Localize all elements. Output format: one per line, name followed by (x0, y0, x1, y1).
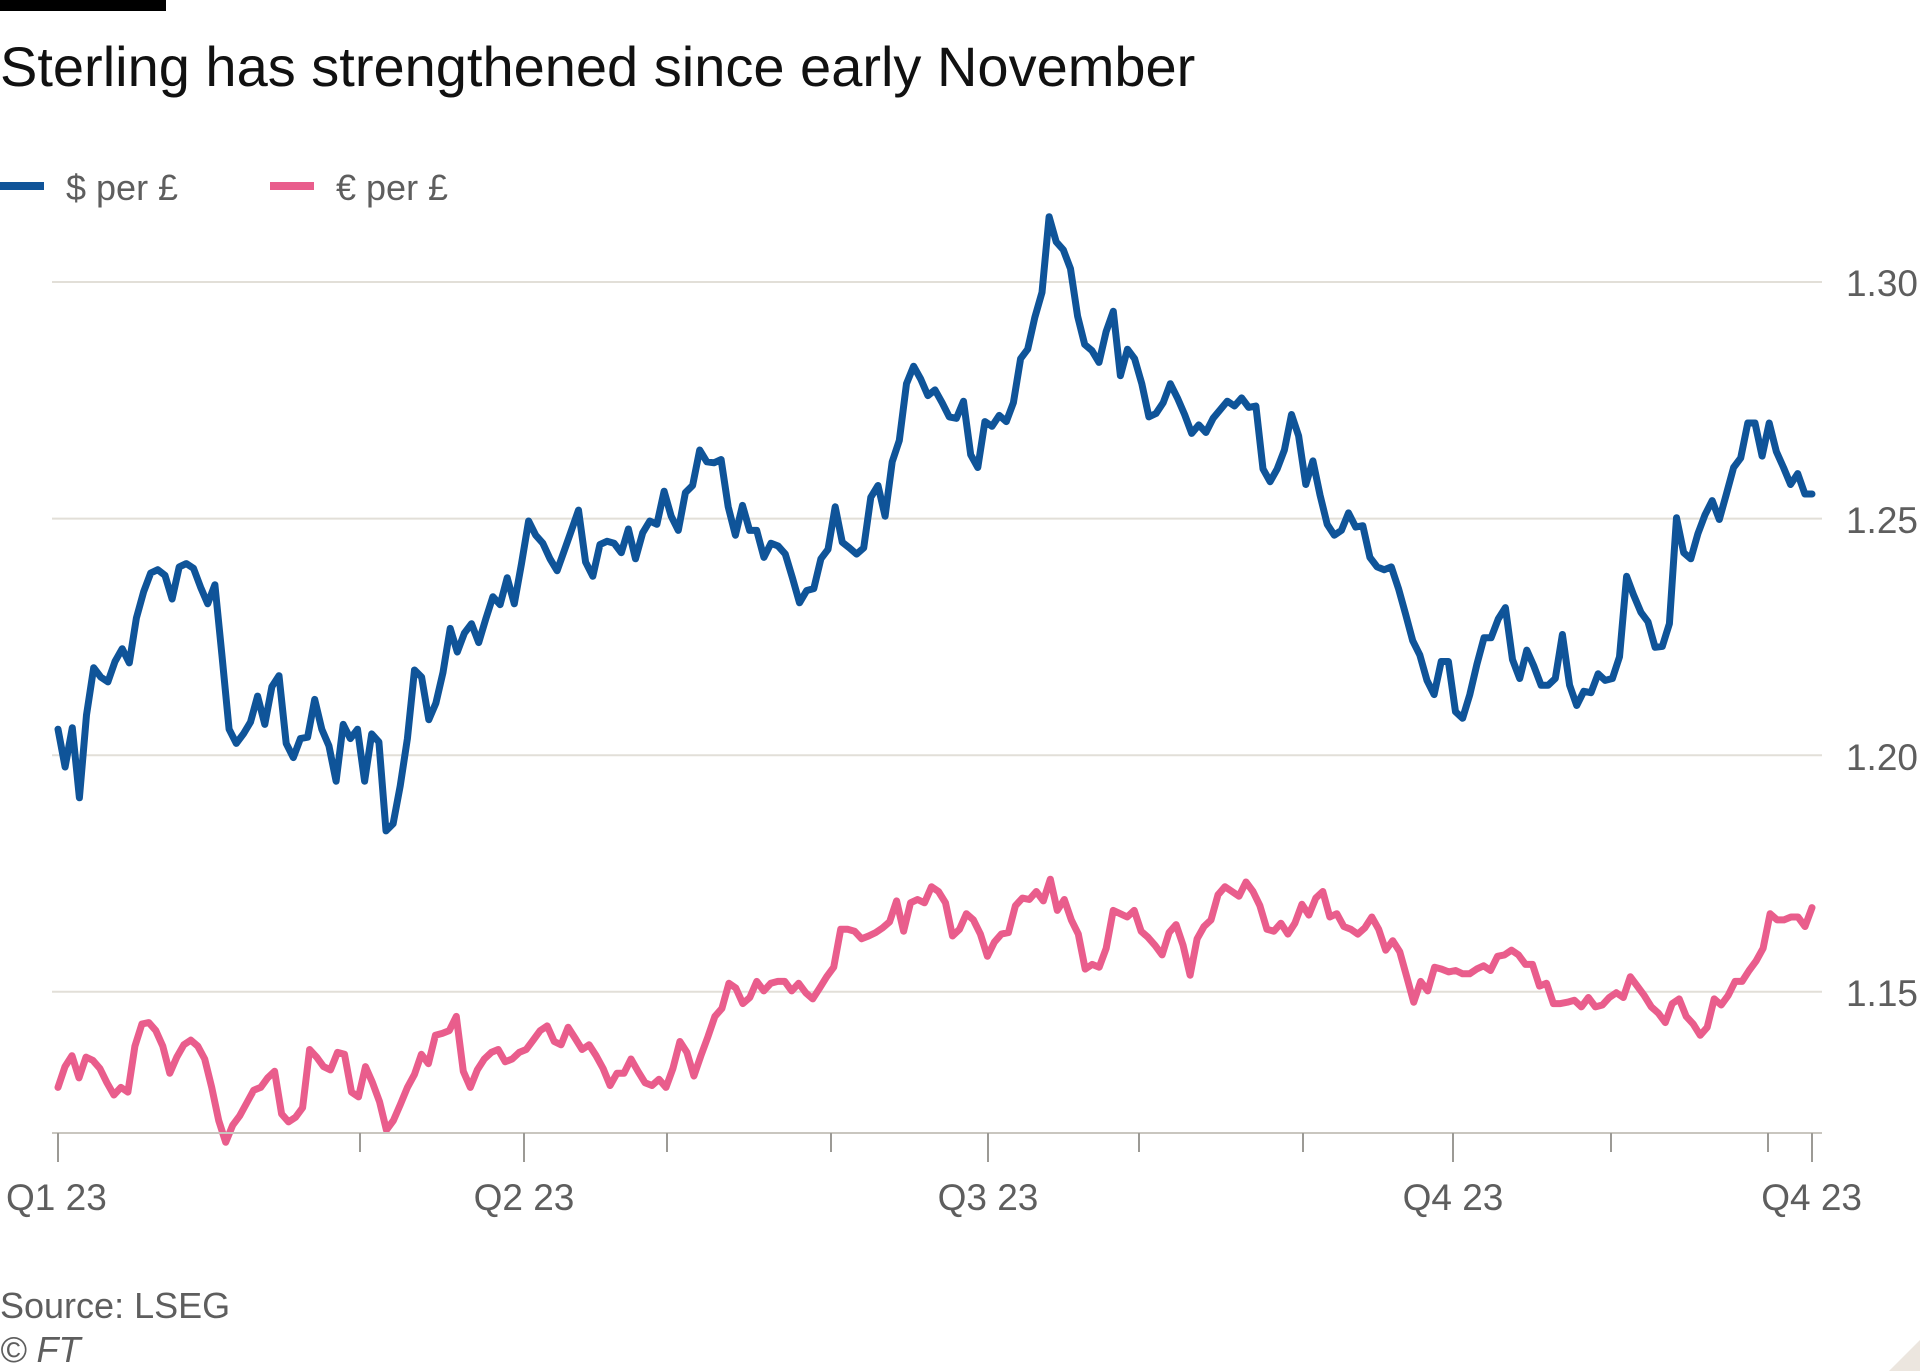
legend-label-eur: € per £ (336, 167, 448, 208)
x-tick-label: Q4 23 (1761, 1177, 1862, 1218)
y-axis: 1.30 1.25 1.20 1.15 (1846, 263, 1918, 1014)
corner-mark (1889, 1340, 1920, 1371)
legend-label-usd: $ per £ (66, 167, 178, 208)
gridlines (52, 281, 1822, 993)
x-tick-label: Q2 23 (474, 1177, 575, 1218)
legend-item-usd: $ per £ (0, 167, 178, 208)
chart-title: Sterling has strengthened since early No… (0, 35, 1195, 98)
x-tick-label: Q1 23 (6, 1177, 107, 1218)
y-tick-label: 1.15 (1846, 973, 1918, 1014)
y-tick-label: 1.25 (1846, 500, 1918, 541)
copyright-note: © FT (0, 1329, 84, 1370)
x-tick-label: Q4 23 (1403, 1177, 1504, 1218)
legend-item-eur: € per £ (270, 167, 448, 208)
source-note: Source: LSEG (0, 1285, 230, 1326)
y-tick-label: 1.20 (1846, 737, 1918, 778)
x-tick-label: Q3 23 (938, 1177, 1039, 1218)
series-line-usd (54, 213, 1816, 835)
header-rule (0, 0, 166, 11)
x-axis-ticks (57, 1133, 1813, 1162)
y-tick-label: 1.30 (1846, 263, 1918, 304)
series-line-eur (54, 875, 1816, 1146)
series-group (54, 213, 1816, 1146)
x-axis: Q1 23 Q2 23 Q3 23 Q4 23 Q4 23 (6, 1177, 1862, 1218)
legend: $ per £ € per £ (0, 167, 448, 208)
